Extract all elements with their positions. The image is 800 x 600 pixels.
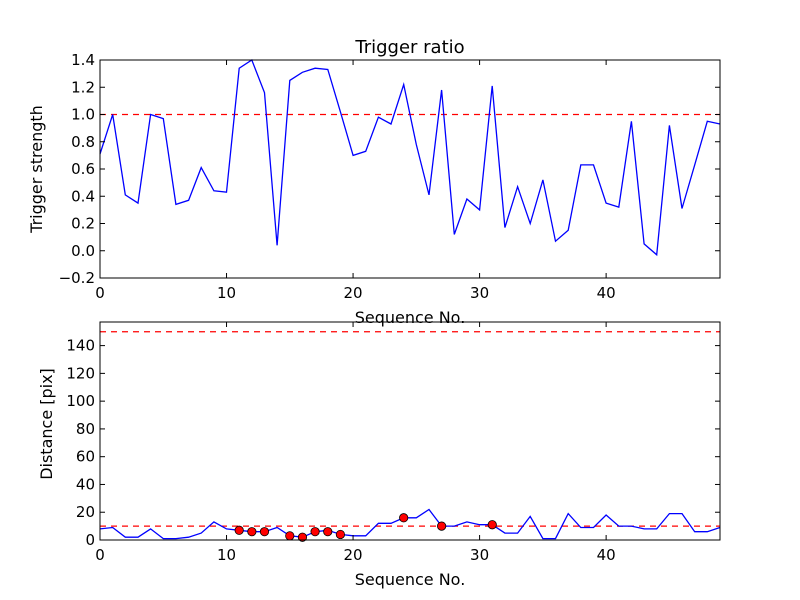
y-tick-label: 60 <box>76 448 95 466</box>
x-tick-label: 30 <box>470 284 489 302</box>
x-axis-label: Sequence No. <box>355 570 466 589</box>
x-tick-label: 40 <box>597 284 616 302</box>
x-tick-label: 20 <box>344 546 363 564</box>
triggered-point-marker <box>437 521 447 531</box>
triggered-point-marker <box>335 529 346 540</box>
distance-series-line <box>99 508 721 540</box>
plot-frame <box>99 59 721 279</box>
triggered-point-marker <box>247 527 257 537</box>
y-tick-label: 1.0 <box>71 106 95 124</box>
y-tick-label: 0.2 <box>71 215 95 233</box>
triggered-point-marker <box>234 525 244 535</box>
y-tick-label: 140 <box>66 337 95 355</box>
triggered-point-marker <box>285 531 295 541</box>
y-tick-label: 1.2 <box>71 78 95 96</box>
x-tick-label: 10 <box>217 546 236 564</box>
x-tick-label: 30 <box>470 546 489 564</box>
x-tick-label: 0 <box>95 284 105 302</box>
y-tick-label: 20 <box>76 503 95 521</box>
y-tick-label: 0.6 <box>71 160 95 178</box>
y-tick-label: 40 <box>76 475 95 493</box>
x-tick-label: 40 <box>597 546 616 564</box>
chart-title: Trigger ratio <box>354 37 464 58</box>
triggered-point-marker <box>487 520 497 530</box>
y-tick-label: 1.4 <box>71 51 95 69</box>
x-tick-label: 20 <box>344 284 363 302</box>
distance-chart: 0 10 20 30 40 0 20 40 60 80 100 120 140 Sequence No.… <box>37 321 721 589</box>
y-tick-label: 0.0 <box>71 242 95 260</box>
triggered-point-marker <box>297 532 308 542</box>
y-axis-label: Distance [pix] <box>37 368 56 480</box>
x-axis-label: Sequence No. <box>355 308 466 327</box>
y-tick-label: 0 <box>85 531 95 549</box>
y-tick-label: 120 <box>66 364 95 382</box>
x-tick-label: 10 <box>217 284 236 302</box>
trigger-strength-series-line <box>99 59 721 257</box>
y-axis-label: Trigger strength <box>27 105 46 234</box>
y-tick-label: 0.4 <box>71 187 95 205</box>
triggered-point-marker <box>310 527 320 537</box>
y-tick-label: 100 <box>66 392 95 410</box>
plot-frame <box>99 321 721 541</box>
triggered-point-marker <box>259 527 270 537</box>
y-tick-label: 80 <box>76 420 95 438</box>
triggered-point-marker <box>323 527 333 537</box>
triggered-point-marker <box>399 513 409 523</box>
x-tick-label: 0 <box>95 546 105 564</box>
y-tick-label: 0.8 <box>71 133 95 151</box>
y-tick-label: −0.2 <box>59 269 95 287</box>
